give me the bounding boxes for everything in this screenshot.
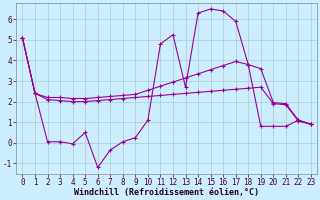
X-axis label: Windchill (Refroidissement éolien,°C): Windchill (Refroidissement éolien,°C) <box>74 188 259 197</box>
